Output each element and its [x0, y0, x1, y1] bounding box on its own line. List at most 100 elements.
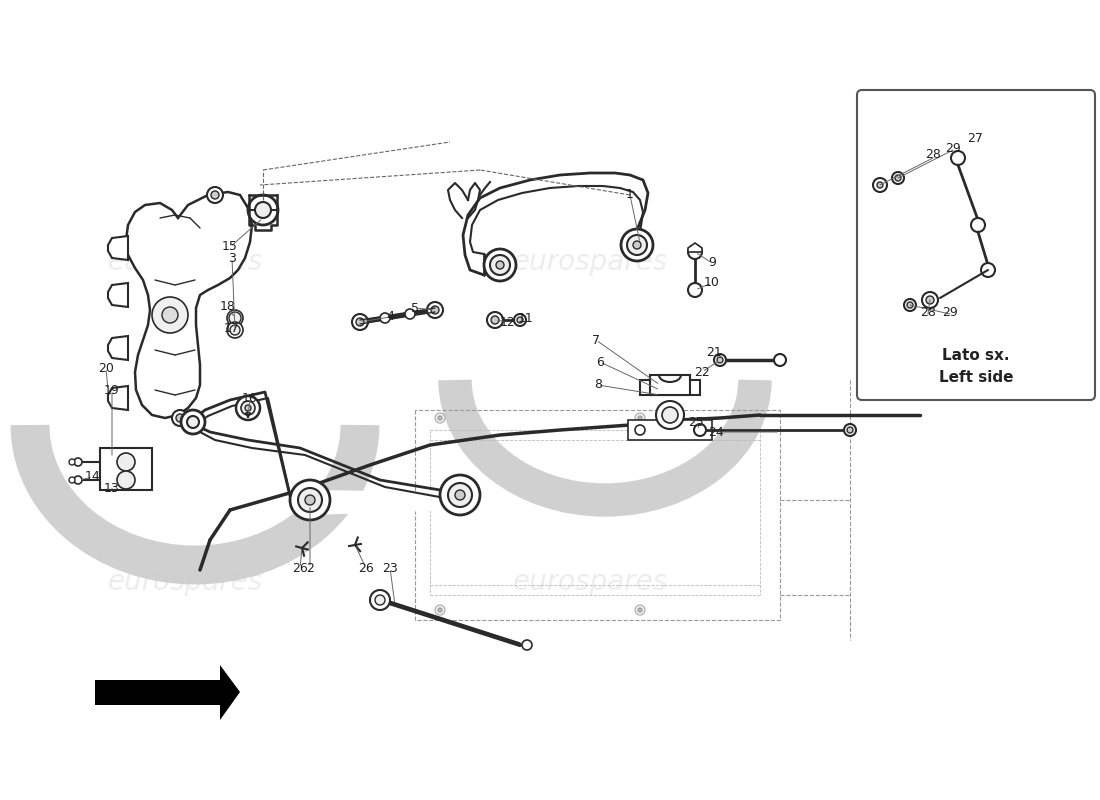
Circle shape	[356, 318, 364, 326]
Circle shape	[290, 480, 330, 520]
Polygon shape	[126, 192, 252, 418]
Circle shape	[873, 178, 887, 192]
Circle shape	[375, 595, 385, 605]
Circle shape	[455, 490, 465, 500]
Circle shape	[952, 151, 965, 165]
Text: 6: 6	[596, 355, 604, 369]
Circle shape	[717, 357, 723, 363]
Polygon shape	[640, 380, 700, 395]
Circle shape	[635, 413, 645, 423]
Text: 28: 28	[925, 149, 940, 162]
Circle shape	[431, 306, 439, 314]
Polygon shape	[195, 420, 460, 515]
Circle shape	[245, 405, 251, 411]
Text: 16: 16	[242, 391, 257, 405]
Polygon shape	[628, 420, 712, 440]
Circle shape	[877, 182, 883, 188]
Circle shape	[635, 605, 645, 615]
Polygon shape	[108, 236, 128, 260]
Circle shape	[74, 458, 82, 466]
Polygon shape	[108, 283, 128, 307]
Circle shape	[405, 309, 415, 319]
Circle shape	[632, 241, 641, 249]
Text: 1: 1	[626, 189, 634, 202]
Circle shape	[434, 413, 446, 423]
Text: 4: 4	[386, 310, 394, 323]
Circle shape	[152, 297, 188, 333]
Circle shape	[904, 299, 916, 311]
Circle shape	[491, 316, 499, 324]
Circle shape	[662, 407, 678, 423]
Circle shape	[638, 608, 642, 612]
Circle shape	[490, 255, 510, 275]
Circle shape	[305, 495, 315, 505]
Circle shape	[847, 427, 852, 433]
Text: 2: 2	[306, 562, 313, 574]
Circle shape	[176, 414, 184, 422]
Polygon shape	[650, 375, 690, 395]
Circle shape	[635, 425, 645, 435]
Circle shape	[621, 229, 653, 261]
Circle shape	[895, 175, 901, 181]
Text: 10: 10	[704, 277, 719, 290]
Text: 27: 27	[967, 131, 983, 145]
Circle shape	[162, 307, 178, 323]
Circle shape	[248, 195, 278, 225]
Circle shape	[971, 218, 984, 232]
Text: 15: 15	[222, 241, 238, 254]
Circle shape	[440, 475, 480, 515]
Text: 11: 11	[518, 311, 534, 325]
Circle shape	[229, 312, 241, 324]
Text: 22: 22	[694, 366, 710, 378]
Circle shape	[774, 354, 786, 366]
Circle shape	[627, 235, 647, 255]
Circle shape	[695, 425, 705, 435]
Text: 5: 5	[411, 302, 419, 314]
Text: 13: 13	[104, 482, 120, 494]
Text: 25: 25	[689, 415, 704, 429]
Circle shape	[517, 317, 522, 323]
Circle shape	[227, 310, 243, 326]
Text: 12: 12	[500, 315, 516, 329]
Text: 29: 29	[945, 142, 961, 154]
Circle shape	[230, 325, 240, 335]
Circle shape	[241, 401, 255, 415]
Circle shape	[656, 401, 684, 429]
Circle shape	[298, 488, 322, 512]
Circle shape	[227, 322, 243, 338]
Circle shape	[892, 172, 904, 184]
Text: eurospares: eurospares	[513, 568, 668, 596]
Circle shape	[434, 605, 446, 615]
Text: 20: 20	[98, 362, 114, 374]
Circle shape	[438, 416, 442, 420]
Circle shape	[187, 416, 199, 428]
Circle shape	[922, 292, 938, 308]
Circle shape	[688, 245, 702, 259]
Text: 9: 9	[708, 257, 716, 270]
Text: 29: 29	[942, 306, 958, 318]
Circle shape	[379, 313, 390, 323]
Circle shape	[69, 477, 75, 483]
Text: 17: 17	[224, 322, 240, 334]
Circle shape	[514, 314, 526, 326]
Circle shape	[694, 424, 706, 436]
Text: 28: 28	[920, 306, 936, 318]
Circle shape	[211, 191, 219, 199]
Text: 8: 8	[594, 378, 602, 391]
Text: 7: 7	[592, 334, 600, 346]
Circle shape	[438, 608, 442, 612]
Circle shape	[69, 459, 75, 465]
Circle shape	[117, 471, 135, 489]
Text: 23: 23	[382, 562, 398, 574]
Text: 18: 18	[220, 301, 235, 314]
Polygon shape	[688, 243, 702, 252]
FancyBboxPatch shape	[857, 90, 1094, 400]
Circle shape	[427, 302, 443, 318]
Circle shape	[370, 590, 390, 610]
Circle shape	[74, 476, 82, 484]
Text: 26: 26	[293, 562, 308, 574]
Circle shape	[522, 640, 532, 650]
Circle shape	[908, 302, 913, 308]
Circle shape	[638, 416, 642, 420]
Text: Lato sx.: Lato sx.	[943, 347, 1010, 362]
